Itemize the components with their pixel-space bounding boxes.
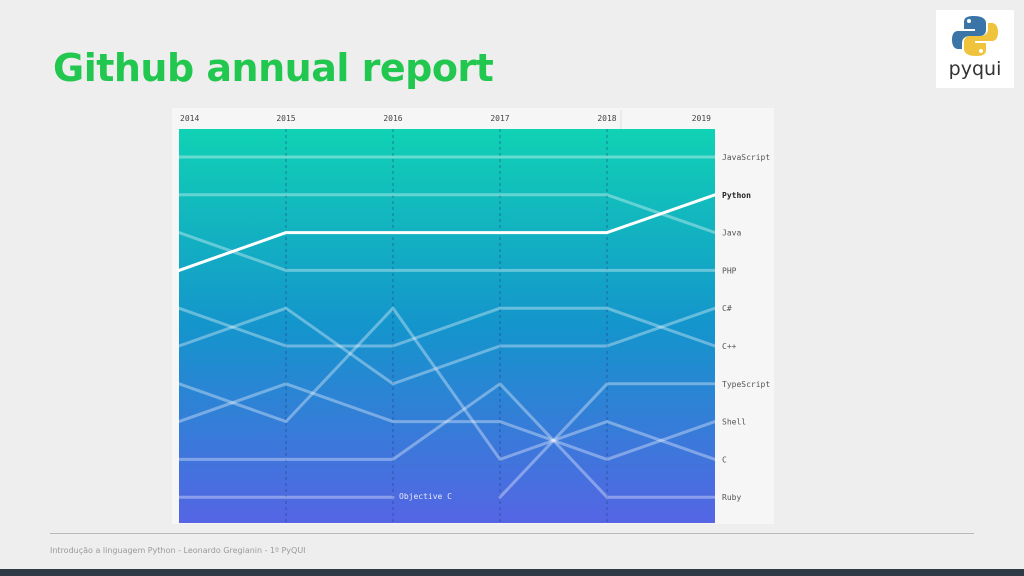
github-ranking-chart: 2014 2015 2016 2017 2018 2019 JavaScript Python… bbox=[172, 108, 774, 524]
slide-title: Github annual report bbox=[53, 46, 494, 90]
x-tick-2015: 2015 bbox=[276, 114, 295, 123]
x-tick-2017: 2017 bbox=[490, 114, 509, 123]
series-line-python bbox=[177, 193, 717, 272]
footer-text: Introdução a linguagem Python - Leonardo… bbox=[50, 546, 306, 555]
series-line-ruby bbox=[177, 382, 717, 499]
pyqui-logo: pyqui bbox=[936, 10, 1014, 88]
annotation-objective-c: Objective C bbox=[399, 492, 452, 501]
rank-label-php: PHP bbox=[722, 266, 737, 275]
rank-label-ruby: Ruby bbox=[722, 493, 741, 502]
series-line-c bbox=[177, 306, 717, 348]
rank-label-c: C++ bbox=[722, 342, 737, 351]
series-line-php bbox=[177, 231, 717, 272]
bottom-bar bbox=[0, 569, 1024, 576]
rank-label-javascript: JavaScript bbox=[722, 153, 770, 162]
x-tick-2016: 2016 bbox=[383, 114, 402, 123]
x-tick-2018: 2018 bbox=[597, 114, 616, 123]
series-line-c bbox=[177, 306, 717, 386]
series-line-shell bbox=[177, 382, 717, 461]
footer-divider bbox=[50, 533, 974, 534]
series-line-java bbox=[177, 193, 717, 235]
series-line-typescript bbox=[498, 382, 717, 499]
series-line-c bbox=[177, 306, 717, 461]
x-tick-2019: 2019 bbox=[692, 114, 711, 123]
rank-label-typescript: TypeScript bbox=[722, 380, 770, 389]
python-logo-icon bbox=[952, 16, 998, 56]
rank-label-c: C bbox=[722, 455, 727, 464]
rank-label-shell: Shell bbox=[722, 418, 746, 427]
chart-svg: 2014 2015 2016 2017 2018 2019 JavaScript Python… bbox=[177, 110, 770, 523]
rank-label-c: C# bbox=[722, 304, 732, 313]
x-tick-2014: 2014 bbox=[180, 114, 199, 123]
rank-label-python: Python bbox=[722, 191, 751, 200]
chart-background bbox=[179, 129, 715, 523]
rank-label-java: Java bbox=[722, 229, 741, 238]
logo-text: pyqui bbox=[948, 58, 1002, 80]
